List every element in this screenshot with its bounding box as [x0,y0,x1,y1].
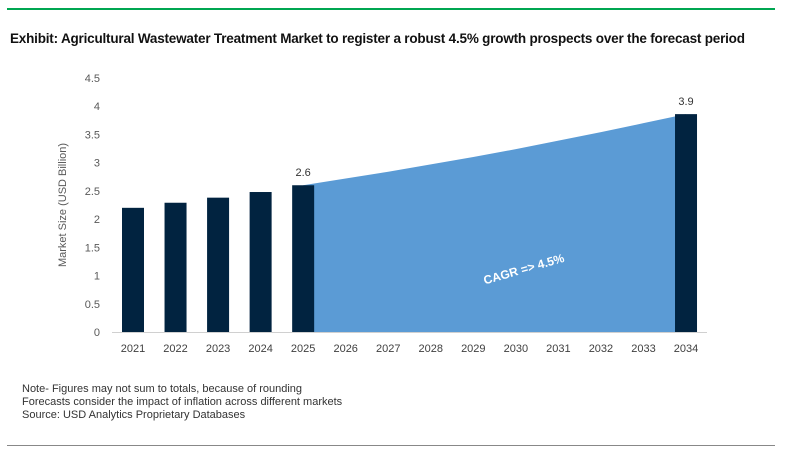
y-tick-label: 0 [94,327,100,339]
note-inflation: Forecasts consider the impact of inflati… [22,396,343,408]
x-tick-label: 2024 [248,343,272,355]
bar-2024 [249,192,272,332]
x-tick-label: 2029 [461,343,485,355]
note-source: Source: USD Analytics Proprietary Databa… [22,409,246,421]
notes: Note- Figures may not sum to totals, bec… [22,383,342,422]
exhibit-title: Exhibit: Agricultural Wastewater Treatme… [10,31,745,46]
x-tick-label: 2034 [674,343,698,355]
x-tick-label: 2028 [419,343,443,355]
x-tick-label: 2030 [504,343,528,355]
x-tick-label: 2023 [206,343,230,355]
y-tick-label: 1 [94,271,100,283]
x-tick-label: 2025 [291,343,315,355]
y-tick-label: 3 [94,158,100,170]
y-tick-label: 3.5 [85,129,100,141]
note-rounding: Note- Figures may not sum to totals, bec… [22,383,303,395]
x-tick-label: 2026 [333,343,357,355]
x-tick-label: 2021 [121,343,145,355]
x-tick-label: 2031 [546,343,570,355]
bottom-divider [7,445,775,446]
y-axis-label: Market Size (USD Billion) [57,143,69,267]
y-tick-label: 0.5 [85,299,100,311]
bar-2025 [292,185,315,332]
x-tick-label: 2033 [631,343,655,355]
y-tick-label: 2 [94,214,100,226]
bar-2022 [164,202,187,332]
data-label-2025: 2.6 [296,167,311,179]
y-tick-label: 2.5 [85,186,100,198]
y-tick-label: 4 [94,101,100,113]
x-tick-label: 2027 [376,343,400,355]
top-accent-line [7,8,775,10]
x-tick-label: 2022 [163,343,187,355]
x-tick-label: 2032 [589,343,613,355]
y-tick-label: 1.5 [85,242,100,254]
bar-2021 [122,207,144,332]
bar-2023 [207,197,230,332]
y-tick-label: 4.5 [85,73,100,85]
bar-2034 [675,114,698,332]
data-label-2034: 3.9 [678,96,693,108]
forecast-area [303,114,687,332]
